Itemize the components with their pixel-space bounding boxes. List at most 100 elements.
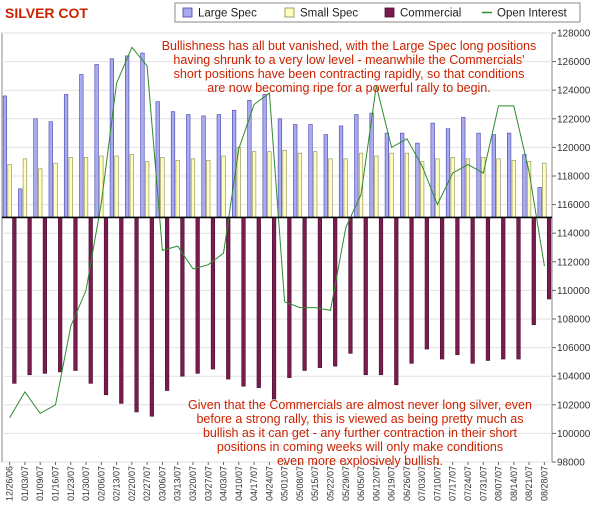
legend-swatch [384, 7, 395, 18]
large-spec-bar [79, 74, 84, 218]
small-spec-bar [542, 162, 547, 218]
x-tick-label: 02/27/07 [142, 466, 152, 501]
x-tick-label: 02/13/07 [112, 466, 122, 501]
commercial-bar [165, 217, 170, 391]
commercial-bar [409, 217, 414, 364]
large-spec-bar [338, 125, 344, 218]
axes [2, 32, 556, 465]
x-tick-label: 01/16/07 [50, 466, 60, 501]
annotation-bottom: Given that the Commercials are almost ne… [170, 398, 550, 468]
y-tick-label: 114000 [557, 229, 590, 240]
commercial-bar [241, 217, 246, 387]
y-tick-label: 126000 [557, 57, 591, 68]
commercial-bar [103, 217, 109, 396]
small-spec-bar [53, 162, 58, 218]
small-spec-bar [145, 161, 150, 218]
x-tick-label: 01/03/07 [20, 466, 30, 501]
annotation-top-line: having shrunk to a very low level - mean… [173, 53, 525, 67]
commercial-bar [134, 217, 139, 413]
commercial-bar [546, 217, 552, 300]
x-tick-label: 07/17/07 [448, 466, 458, 501]
commercial-bar [302, 217, 307, 371]
y-tick-label: 102000 [557, 400, 591, 411]
x-tick-label: 02/20/07 [127, 466, 137, 501]
large-spec-bar [94, 64, 99, 218]
small-spec-bar [374, 155, 379, 218]
large-spec-bar [293, 124, 298, 218]
large-spec-bar [491, 134, 496, 218]
large-spec-bar [537, 187, 542, 218]
commercial-bar [501, 217, 506, 360]
annotation-bottom-line: even more explosively bullish. [276, 454, 444, 468]
small-spec-bar [297, 152, 303, 218]
x-tick-label: 03/20/07 [188, 466, 198, 501]
large-spec-bar [476, 132, 481, 218]
commercial-bar [348, 217, 353, 354]
commercial-bar [195, 217, 200, 374]
commercial-bar [88, 217, 93, 384]
y-tick-label: 112000 [557, 257, 590, 268]
small-spec-bar [68, 157, 73, 218]
large-spec-bar [415, 142, 420, 218]
y-tick-label: 128000 [557, 29, 591, 40]
small-spec-bar [465, 158, 471, 218]
commercial-bar [27, 217, 32, 376]
x-tick-label: 04/24/07 [264, 466, 274, 501]
x-tick-label: 08/21/07 [524, 466, 534, 501]
y-tick-labels: 98000 100000 102000 104000 106000 108000 11000… [557, 29, 591, 469]
small-spec-bar [343, 158, 348, 218]
commercial-bar [180, 217, 185, 377]
annotation-bottom-line: positions in coming weeks will only make… [216, 440, 504, 454]
commercial-bar [470, 217, 475, 364]
large-spec-bar [323, 134, 328, 218]
large-spec-bar [445, 128, 451, 218]
commercial-bar [394, 217, 399, 386]
large-spec-bar [430, 122, 435, 218]
y-tick-label: 104000 [557, 372, 591, 383]
commercial-bar [271, 217, 277, 400]
small-spec-bar [22, 158, 28, 218]
x-tick-label: 05/15/07 [310, 466, 320, 501]
commercial-bar [119, 217, 124, 404]
large-spec-bar [262, 94, 267, 218]
small-spec-bar [175, 159, 180, 218]
large-spec-bar [216, 114, 221, 218]
x-tick-label: 03/13/07 [173, 466, 183, 501]
large-spec-bar [277, 118, 283, 218]
x-tick-label: 12/26/06 [5, 466, 15, 501]
legend-box [174, 2, 581, 23]
legend-label: Open Interest [497, 8, 567, 20]
large-spec-bar [48, 121, 53, 218]
annotation-bottom-line: before a strong rally, this is viewed as… [196, 412, 524, 426]
large-spec-bar [33, 118, 38, 218]
large-spec-bar [18, 188, 23, 218]
annotation-bottom-line: Given that the Commercials are almost ne… [188, 398, 532, 412]
small-spec-bar [267, 151, 272, 218]
y-tick-label: 124000 [557, 86, 591, 97]
small-spec-bar [435, 158, 440, 218]
commercial-bar [256, 217, 261, 388]
x-tick-label: 05/29/07 [341, 466, 351, 501]
large-spec-bar [400, 132, 405, 218]
x-tick-label: 06/19/07 [387, 466, 397, 501]
legend-swatch [182, 7, 193, 18]
x-tick-label: 06/12/07 [371, 466, 381, 501]
large-spec-bar [170, 111, 176, 218]
x-tick-label: 06/05/07 [356, 466, 366, 501]
commercial-bar [226, 217, 231, 380]
small-spec-bar [206, 159, 211, 218]
commercial-bar [42, 217, 47, 374]
x-tick-label: 01/23/07 [66, 466, 76, 501]
x-tick-label: 07/03/07 [417, 466, 427, 501]
x-tick-labels: 12/26/06 01/03/07 01/09/07 01/16/07 01/23/07… [5, 466, 550, 501]
legend-label: Commercial [400, 8, 461, 20]
commercial-bar [73, 217, 78, 371]
commercial-bar [58, 217, 63, 373]
x-tick-label: 03/06/07 [157, 466, 167, 501]
small-spec-bar [221, 155, 226, 218]
x-tick-label: 04/17/07 [249, 466, 259, 501]
x-tick-label: 01/09/07 [35, 466, 45, 501]
large-spec-bar [125, 55, 130, 218]
large-spec-bar [507, 132, 512, 218]
